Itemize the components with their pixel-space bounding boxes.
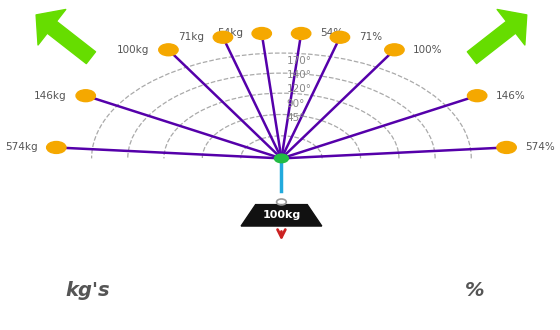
Text: 170°: 170° bbox=[287, 56, 312, 66]
Text: 146%: 146% bbox=[496, 91, 526, 101]
Text: %: % bbox=[465, 281, 485, 300]
Text: 45°: 45° bbox=[287, 113, 305, 123]
Circle shape bbox=[46, 142, 66, 153]
Text: 100%: 100% bbox=[413, 45, 443, 55]
Text: 120°: 120° bbox=[287, 84, 312, 94]
Text: 100kg: 100kg bbox=[117, 45, 150, 55]
Circle shape bbox=[468, 90, 487, 102]
Circle shape bbox=[274, 154, 288, 163]
Text: 100kg: 100kg bbox=[262, 210, 301, 220]
Text: 574kg: 574kg bbox=[5, 143, 38, 152]
Text: 574%: 574% bbox=[525, 143, 555, 152]
Text: 140°: 140° bbox=[287, 70, 312, 80]
Circle shape bbox=[252, 27, 272, 39]
Circle shape bbox=[291, 27, 311, 39]
Circle shape bbox=[385, 44, 404, 56]
Circle shape bbox=[76, 90, 95, 102]
Circle shape bbox=[158, 44, 178, 56]
Circle shape bbox=[213, 31, 232, 43]
Text: kg's: kg's bbox=[66, 281, 110, 300]
Text: 71kg: 71kg bbox=[178, 32, 204, 42]
Text: 90°: 90° bbox=[287, 99, 305, 109]
Text: 54%: 54% bbox=[320, 28, 343, 39]
Text: 71%: 71% bbox=[359, 32, 382, 42]
Polygon shape bbox=[241, 205, 322, 226]
Text: 54kg: 54kg bbox=[217, 28, 243, 39]
Text: 146kg: 146kg bbox=[34, 91, 67, 101]
Circle shape bbox=[497, 142, 516, 153]
Circle shape bbox=[330, 31, 349, 43]
